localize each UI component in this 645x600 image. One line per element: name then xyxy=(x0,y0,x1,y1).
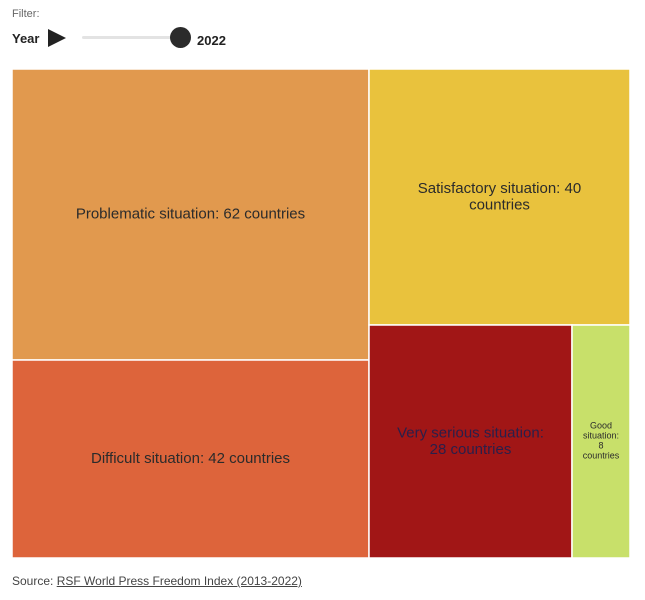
filter-label: Filter: xyxy=(12,8,40,20)
play-icon xyxy=(48,29,66,47)
year-slider-track[interactable] xyxy=(82,36,182,39)
tile-difficult[interactable]: Difficult situation: 42 countries xyxy=(12,359,370,558)
tile-good[interactable]: Good situation: 8 countries xyxy=(571,324,630,558)
tile-rect-very-serious xyxy=(368,324,573,558)
treemap-chart: Problematic situation: 62 countries Diffi… xyxy=(12,69,630,558)
tile-label-very-serious: Very serious situation: 28 countries xyxy=(397,424,544,458)
year-label: Year xyxy=(12,31,40,46)
source-link[interactable]: RSF World Press Freedom Index (2013-2022… xyxy=(56,574,302,588)
tile-rect-difficult xyxy=(12,359,370,558)
tile-satisfactory[interactable]: Satisfactory situation: 40 countries xyxy=(368,69,630,326)
tile-very-serious[interactable]: Very serious situation: 28 countries xyxy=(368,324,573,558)
play-button[interactable] xyxy=(46,27,68,49)
tile-label-difficult: Difficult situation: 42 countries xyxy=(91,450,290,467)
tile-rect-problematic xyxy=(12,69,370,361)
tile-rect-good xyxy=(571,324,630,558)
year-slider-handle[interactable] xyxy=(170,27,191,48)
year-value: 2022 xyxy=(197,33,226,48)
tile-rect-satisfactory xyxy=(368,69,630,326)
source-note: Source: RSF World Press Freedom Index (2… xyxy=(12,574,302,588)
source-prefix: Source: xyxy=(12,574,57,588)
tile-label-good: Good situation: 8 countries xyxy=(583,421,620,461)
tile-label-satisfactory: Satisfactory situation: 40 countries xyxy=(418,180,581,214)
tile-problematic[interactable]: Problematic situation: 62 countries xyxy=(12,69,370,361)
tile-label-problematic: Problematic situation: 62 countries xyxy=(76,205,305,222)
